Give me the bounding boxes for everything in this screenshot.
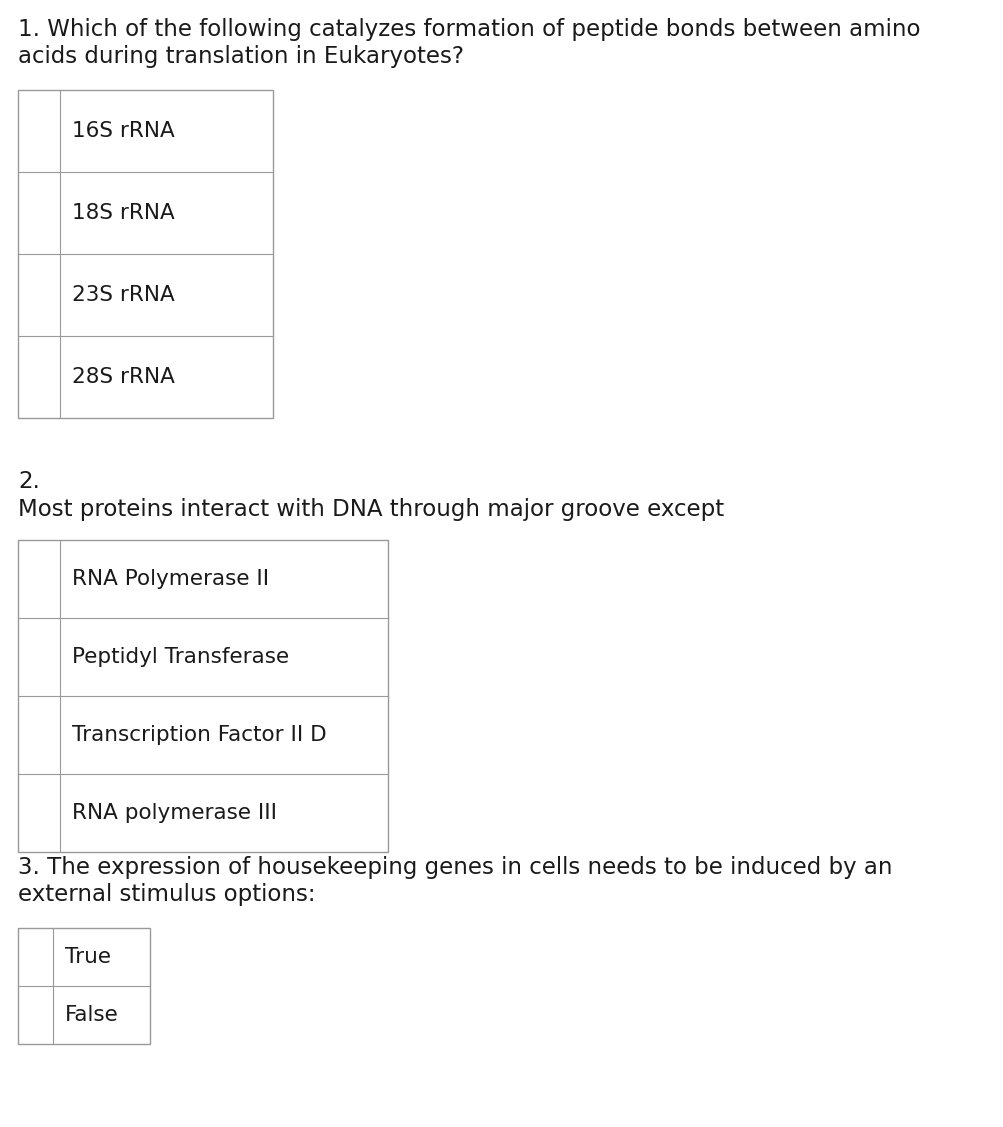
Bar	[18, 928, 149, 1044]
Text: True: True	[65, 947, 111, 967]
Text: 1. Which of the following catalyzes formation of peptide bonds between amino
aci: 1. Which of the following catalyzes form…	[18, 18, 920, 68]
Text: 2.: 2.	[18, 470, 40, 492]
Text: Transcription Factor II D: Transcription Factor II D	[72, 725, 326, 745]
Text: 18S rRNA: 18S rRNA	[72, 203, 175, 223]
Text: RNA polymerase III: RNA polymerase III	[72, 804, 277, 823]
Text: 28S rRNA: 28S rRNA	[72, 367, 175, 387]
Text: 23S rRNA: 23S rRNA	[72, 285, 175, 305]
Text: RNA Polymerase II: RNA Polymerase II	[72, 569, 269, 589]
Bar	[18, 90, 273, 418]
Text: Peptidyl Transferase: Peptidyl Transferase	[72, 647, 289, 667]
Text: 16S rRNA: 16S rRNA	[72, 121, 175, 141]
Text: 3. The expression of housekeeping genes in cells needs to be induced by an
exter: 3. The expression of housekeeping genes …	[18, 857, 892, 906]
Text: Most proteins interact with DNA through major groove except: Most proteins interact with DNA through …	[18, 498, 723, 521]
Bar	[18, 540, 387, 852]
Text: False: False	[65, 1005, 118, 1024]
